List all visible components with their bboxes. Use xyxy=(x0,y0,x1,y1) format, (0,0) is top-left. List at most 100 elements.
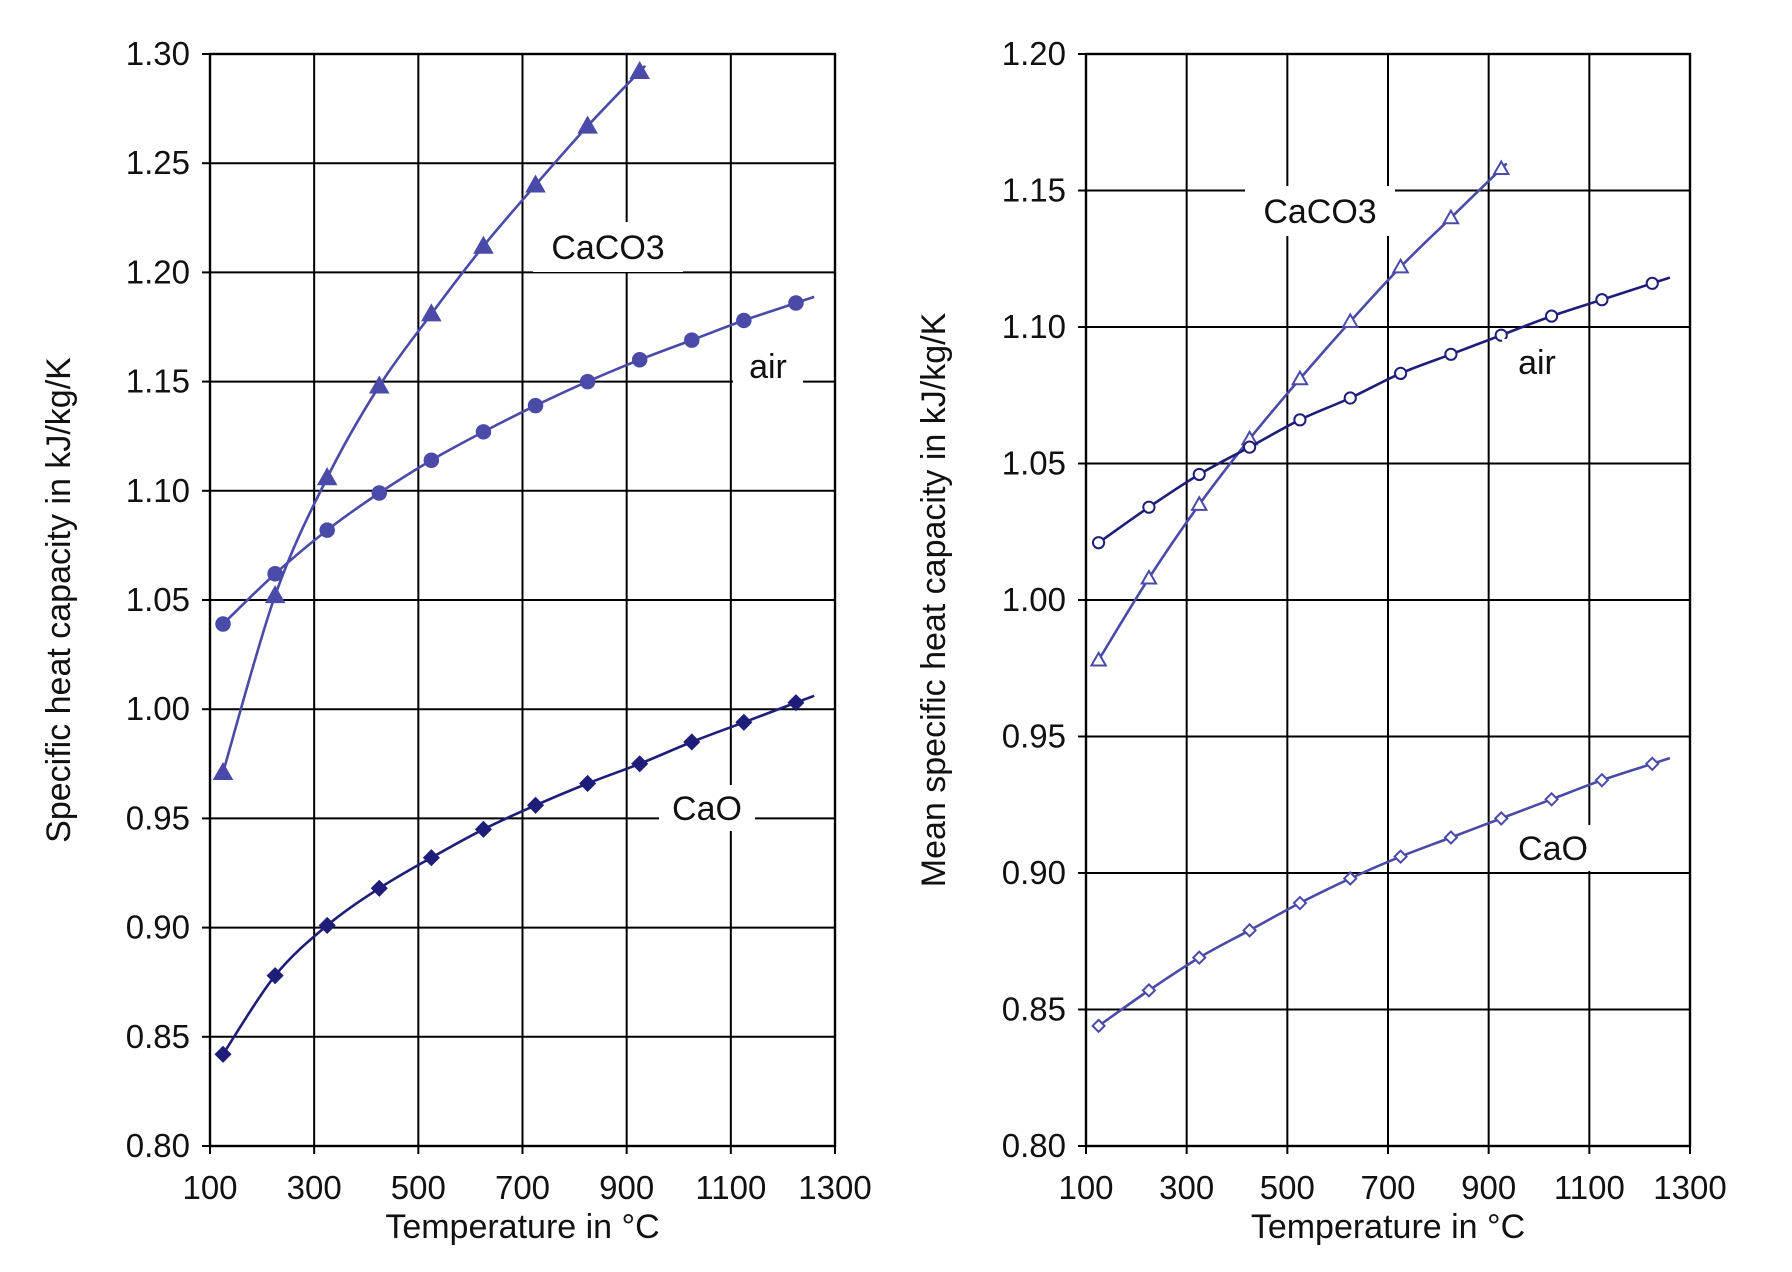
x-tick-label: 900 xyxy=(599,1169,654,1206)
data-point xyxy=(1342,871,1358,886)
series-air: air xyxy=(215,295,815,632)
y-tick-label: 1.25 xyxy=(126,144,190,181)
y-tick-label: 1.05 xyxy=(1002,445,1066,482)
x-tick-label: 300 xyxy=(1159,1169,1214,1206)
x-axis-label: Temperature in °C xyxy=(385,1208,659,1246)
series-line xyxy=(1097,756,1671,1027)
y-tick-label: 0.90 xyxy=(126,909,190,946)
data-point xyxy=(1341,312,1360,328)
x-tick-label: 700 xyxy=(1360,1169,1415,1206)
data-point xyxy=(787,694,805,712)
series-label: CaO xyxy=(672,790,742,828)
data-point xyxy=(577,115,598,134)
data-point xyxy=(214,1045,232,1063)
data-point xyxy=(212,762,234,781)
series-label-box xyxy=(1505,825,1601,871)
y-axis-label: Mean specific heat capacity in kJ/kg/K xyxy=(915,312,953,887)
y-tick-label: 1.15 xyxy=(126,363,190,400)
data-point xyxy=(683,733,701,751)
data-point xyxy=(1443,830,1459,845)
y-tick-label: 0.90 xyxy=(1002,854,1066,891)
x-axis-label: Temperature in °C xyxy=(1251,1208,1525,1246)
x-tick-label: 1300 xyxy=(798,1169,871,1206)
series-caco3: CaCO3 xyxy=(1089,159,1511,667)
y-tick-label: 1.20 xyxy=(1002,35,1066,72)
data-point xyxy=(1595,293,1609,307)
data-point xyxy=(1644,756,1660,772)
y-tick-label: 1.05 xyxy=(126,581,190,618)
x-tick-label: 900 xyxy=(1461,1169,1516,1206)
data-point xyxy=(1544,309,1559,323)
data-point xyxy=(368,375,390,394)
series-label-box xyxy=(733,343,803,389)
data-point xyxy=(1493,810,1509,826)
data-point xyxy=(371,485,388,501)
series-line xyxy=(221,694,815,1056)
y-tick-label: 1.15 xyxy=(1002,172,1066,209)
series-label-box xyxy=(1245,186,1395,236)
data-point xyxy=(316,467,338,486)
series-label: CaO xyxy=(1518,830,1588,868)
series-label: CaCO3 xyxy=(551,229,664,267)
left-chart: 100 300 500 700 900 1100 1300 0.80 0.85 0.90 0.95 1… xyxy=(40,35,872,1246)
data-point xyxy=(684,332,700,348)
y-tick-label: 0.95 xyxy=(1002,718,1066,755)
plot-frame xyxy=(1084,52,1692,1148)
data-point xyxy=(631,755,649,773)
y-axis-label: Specific heat capacity in kJ/kg/K xyxy=(40,357,78,843)
y-tick-label: 1.30 xyxy=(126,35,190,72)
y-tick-label: 0.80 xyxy=(126,1127,190,1164)
y-tick-label: 1.10 xyxy=(126,472,190,509)
data-point xyxy=(1292,895,1308,911)
data-point xyxy=(526,796,545,814)
data-point xyxy=(736,312,752,329)
data-point xyxy=(525,174,546,193)
series-label: air xyxy=(749,348,787,386)
data-point xyxy=(1393,366,1408,381)
data-point xyxy=(370,879,388,897)
data-point xyxy=(1444,347,1458,361)
data-point xyxy=(1242,922,1257,938)
x-tick-label: 700 xyxy=(495,1169,550,1206)
data-point xyxy=(1089,650,1108,667)
data-point xyxy=(474,820,492,838)
data-point xyxy=(1492,159,1511,176)
y-tick-label: 1.10 xyxy=(1002,308,1066,345)
data-point xyxy=(1190,495,1209,511)
y-tick-label: 0.85 xyxy=(126,1018,190,1055)
data-point xyxy=(1494,328,1508,342)
series-air: air xyxy=(1091,276,1671,550)
data-point xyxy=(1091,536,1106,550)
series-label: air xyxy=(1518,344,1556,382)
data-point xyxy=(473,235,494,254)
data-point xyxy=(422,849,440,867)
data-point xyxy=(319,522,335,538)
series-cao: CaO xyxy=(1091,756,1671,1034)
data-point xyxy=(1391,257,1410,274)
data-point xyxy=(579,774,597,793)
x-tick-label: 100 xyxy=(182,1169,237,1206)
data-point xyxy=(267,566,283,582)
series-line xyxy=(1097,276,1671,544)
right-chart: 100 300 500 700 900 1100 1300 0.80 0.85 0.90 0.95 1… xyxy=(915,35,1727,1246)
series-line xyxy=(222,295,815,625)
plot-frame xyxy=(208,52,837,1148)
data-point xyxy=(788,295,804,311)
data-point xyxy=(1441,208,1460,225)
series-cao: CaO xyxy=(214,694,815,1063)
data-point xyxy=(264,585,286,604)
series-label-box xyxy=(533,222,683,272)
y-tick-label: 0.80 xyxy=(1002,1127,1066,1164)
data-point xyxy=(318,916,336,934)
x-tick-label: 1100 xyxy=(695,1169,766,1206)
data-point xyxy=(735,713,753,731)
data-point xyxy=(1293,413,1307,427)
y-tick-label: 0.85 xyxy=(1002,991,1066,1028)
data-point xyxy=(527,397,544,414)
data-point xyxy=(1091,1018,1106,1034)
data-point xyxy=(579,373,596,390)
x-tick-label: 1300 xyxy=(1653,1169,1726,1206)
y-tick-label: 1.00 xyxy=(126,690,190,727)
series-label-box xyxy=(1502,339,1572,385)
x-tick-label: 100 xyxy=(1058,1169,1113,1206)
